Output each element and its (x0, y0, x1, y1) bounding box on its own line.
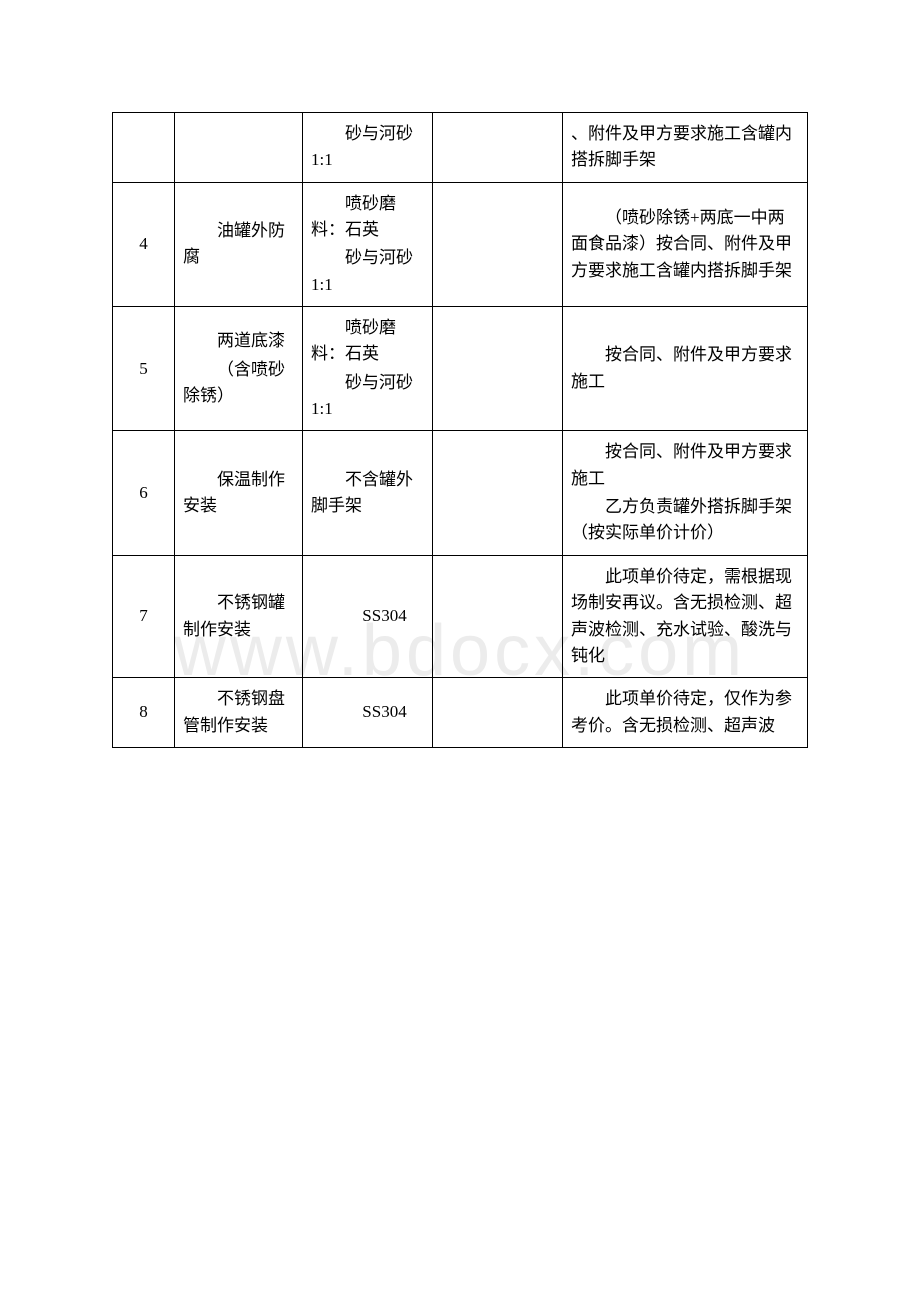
cell-remark: 按合同、附件及甲方要求施工 (563, 307, 808, 431)
cell-paragraph: 乙方负责罐外搭拆脚手架（按实际单价计价） (571, 494, 799, 547)
table-row: 砂与河砂 1:1 、附件及甲方要求施工含罐内搭拆脚手架 (113, 113, 808, 183)
cell-paragraph: 喷砂磨料：石英 (311, 191, 424, 244)
cell-paragraph: SS304 (311, 603, 424, 629)
cell-remark: 此项单价待定，仅作为参考价。含无损检测、超声波 (563, 678, 808, 748)
cell-name: 保温制作安装 (175, 431, 303, 555)
cell-num: 8 (113, 678, 175, 748)
cell-remark: 、附件及甲方要求施工含罐内搭拆脚手架 (563, 113, 808, 183)
table-row: 7不锈钢罐制作安装 SS304 此项单价待定，需根据现场制安再议。含无损检测、超声波… (113, 555, 808, 677)
cell-name (175, 113, 303, 183)
main-table: 砂与河砂 1:1、附件及甲方要求施工含罐内搭拆脚手架4油罐外防腐喷砂磨料：石英砂… (112, 112, 808, 748)
table-row: 5两道底漆（含喷砂除锈）喷砂磨料：石英砂与河砂 1:1按合同、附件及甲方要求施工 (113, 307, 808, 431)
cell-name: 油罐外防腐 (175, 182, 303, 306)
cell-paragraph: 不锈钢盘管制作安装 (183, 686, 294, 739)
cell-paragraph: 按合同、附件及甲方要求施工 (571, 439, 799, 492)
cell-blank (433, 182, 563, 306)
cell-num: 4 (113, 182, 175, 306)
cell-num: 7 (113, 555, 175, 677)
table-row: 8不锈钢盘管制作安装 SS304 此项单价待定，仅作为参考价。含无损检测、超声波 (113, 678, 808, 748)
cell-paragraph: 按合同、附件及甲方要求施工 (571, 342, 799, 395)
cell-blank (433, 431, 563, 555)
cell-paragraph: 、附件及甲方要求施工含罐内搭拆脚手架 (571, 121, 799, 174)
cell-paragraph: 保温制作安装 (183, 467, 294, 520)
cell-paragraph: 油罐外防腐 (183, 218, 294, 271)
cell-paragraph: 此项单价待定，需根据现场制安再议。含无损检测、超声波检测、充水试验、酸洗与钝化 (571, 564, 799, 669)
cell-spec: 喷砂磨料：石英砂与河砂 1:1 (303, 307, 433, 431)
cell-paragraph: SS304 (311, 699, 424, 725)
cell-num: 6 (113, 431, 175, 555)
cell-paragraph: （含喷砂除锈） (183, 357, 294, 410)
cell-name: 不锈钢罐制作安装 (175, 555, 303, 677)
cell-paragraph: 此项单价待定，仅作为参考价。含无损检测、超声波 (571, 686, 799, 739)
table-row: 6保温制作安装不含罐外脚手架 按合同、附件及甲方要求施工乙方负责罐外搭拆脚手架（按… (113, 431, 808, 555)
cell-blank (433, 307, 563, 431)
cell-paragraph: （喷砂除锈+两底一中两面食品漆）按合同、附件及甲方要求施工含罐内搭拆脚手架 (571, 205, 799, 284)
cell-spec: 不含罐外脚手架 (303, 431, 433, 555)
cell-spec: SS304 (303, 555, 433, 677)
table-row: 4油罐外防腐喷砂磨料：石英砂与河砂 1:1 （喷砂除锈+两底一中两面食品漆）按合同… (113, 182, 808, 306)
cell-spec: 砂与河砂 1:1 (303, 113, 433, 183)
table-container: 砂与河砂 1:1、附件及甲方要求施工含罐内搭拆脚手架4油罐外防腐喷砂磨料：石英砂… (112, 112, 808, 748)
cell-paragraph: 喷砂磨料：石英 (311, 315, 424, 368)
cell-paragraph: 两道底漆 (183, 328, 294, 354)
cell-remark: 此项单价待定，需根据现场制安再议。含无损检测、超声波检测、充水试验、酸洗与钝化 (563, 555, 808, 677)
cell-name: 两道底漆 （含喷砂除锈） (175, 307, 303, 431)
cell-paragraph: 砂与河砂 1:1 (311, 121, 424, 174)
cell-spec: SS304 (303, 678, 433, 748)
cell-spec: 喷砂磨料：石英砂与河砂 1:1 (303, 182, 433, 306)
cell-remark: 按合同、附件及甲方要求施工乙方负责罐外搭拆脚手架（按实际单价计价） (563, 431, 808, 555)
cell-remark: （喷砂除锈+两底一中两面食品漆）按合同、附件及甲方要求施工含罐内搭拆脚手架 (563, 182, 808, 306)
cell-blank (433, 555, 563, 677)
cell-paragraph: 不含罐外脚手架 (311, 467, 424, 520)
cell-name: 不锈钢盘管制作安装 (175, 678, 303, 748)
cell-paragraph: 砂与河砂 1:1 (311, 245, 424, 298)
cell-paragraph: 不锈钢罐制作安装 (183, 590, 294, 643)
cell-num (113, 113, 175, 183)
cell-blank (433, 113, 563, 183)
cell-paragraph: 砂与河砂 1:1 (311, 370, 424, 423)
cell-blank (433, 678, 563, 748)
cell-num: 5 (113, 307, 175, 431)
table-body: 砂与河砂 1:1、附件及甲方要求施工含罐内搭拆脚手架4油罐外防腐喷砂磨料：石英砂… (113, 113, 808, 748)
